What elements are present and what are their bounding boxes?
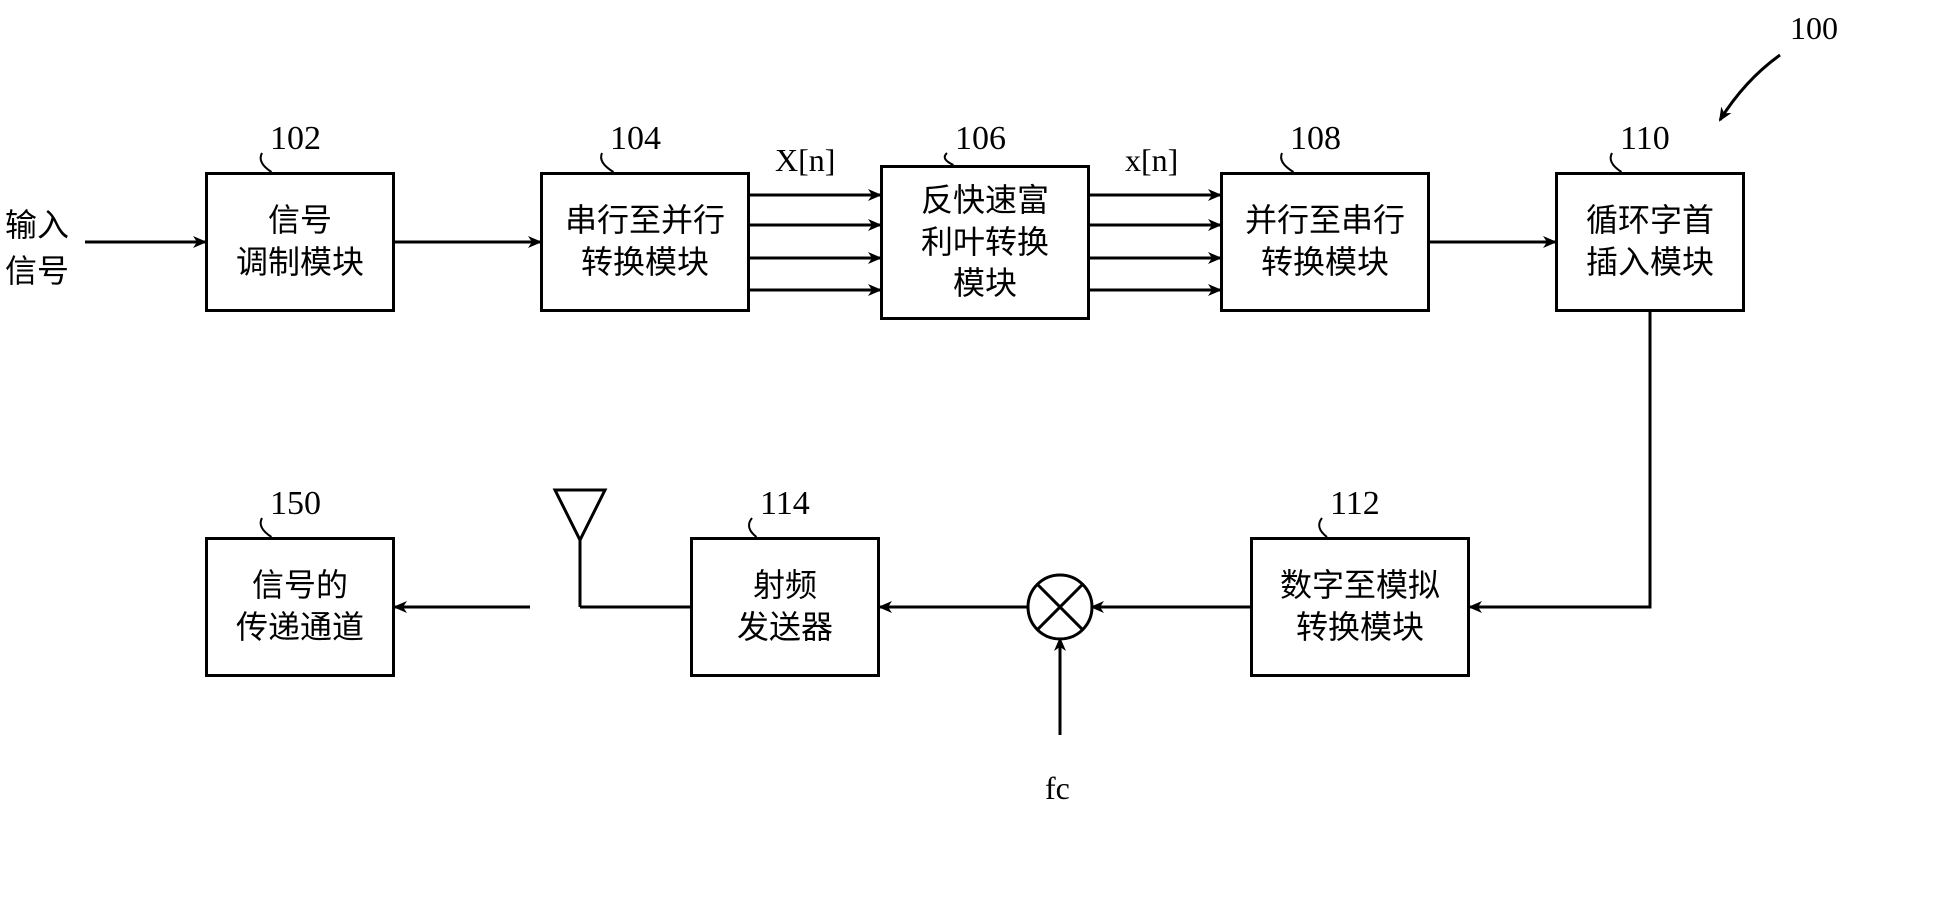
diagram-canvas: 输入 信号 X[n] x[n] fc 100 信号 调制模块 102 串行至并行 转… <box>0 0 1941 901</box>
node-102: 信号 调制模块 <box>205 172 395 312</box>
ref-label-108: 108 <box>1290 120 1341 158</box>
ref-label-112: 112 <box>1330 485 1380 523</box>
node-104: 串行至并行 转换模块 <box>540 172 750 312</box>
node-114: 射频 发送器 <box>690 537 880 677</box>
node-110: 循环字首 插入模块 <box>1555 172 1745 312</box>
node-106: 反快速富 利叶转换 模块 <box>880 165 1090 320</box>
ref-label-110: 110 <box>1620 120 1670 158</box>
node-112: 数字至模拟 转换模块 <box>1250 537 1470 677</box>
node-108: 并行至串行 转换模块 <box>1220 172 1430 312</box>
ref-label-104: 104 <box>610 120 661 158</box>
ref-label-106: 106 <box>955 120 1006 158</box>
input-signal-label: 输入 信号 <box>5 200 69 292</box>
fc-label: fc <box>1045 770 1070 807</box>
ref-label-102: 102 <box>270 120 321 158</box>
node-150: 信号的 传递通道 <box>205 537 395 677</box>
signal-Xn-label: X[n] <box>775 142 835 179</box>
system-ref-label: 100 <box>1790 10 1838 47</box>
signal-xn-label: x[n] <box>1125 142 1178 179</box>
ref-label-150: 150 <box>270 485 321 523</box>
ref-label-114: 114 <box>760 485 810 523</box>
